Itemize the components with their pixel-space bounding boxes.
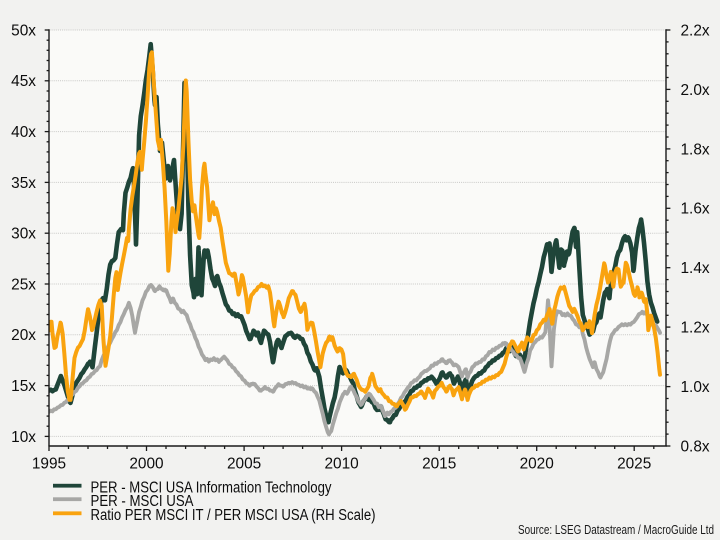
svg-text:15x: 15x bbox=[11, 378, 36, 395]
svg-text:Ratio PER MSCI IT / PER MSCI U: Ratio PER MSCI IT / PER MSCI USA (RH Sca… bbox=[91, 507, 376, 524]
svg-text:1995: 1995 bbox=[32, 456, 66, 473]
svg-text:25x: 25x bbox=[11, 276, 36, 293]
svg-text:2.0x: 2.0x bbox=[681, 82, 710, 99]
svg-text:0.8x: 0.8x bbox=[681, 438, 710, 455]
svg-text:10x: 10x bbox=[11, 429, 36, 446]
svg-text:PER - MSCI USA Information Tec: PER - MSCI USA Information Technology bbox=[91, 480, 332, 497]
svg-text:2000: 2000 bbox=[129, 456, 163, 473]
svg-text:30x: 30x bbox=[11, 226, 36, 243]
svg-text:40x: 40x bbox=[11, 124, 36, 141]
svg-text:2005: 2005 bbox=[227, 456, 261, 473]
svg-text:1.8x: 1.8x bbox=[681, 141, 710, 158]
svg-text:PER - MSCI USA: PER - MSCI USA bbox=[91, 493, 195, 510]
svg-text:Source: LSEG Datastream / Macr: Source: LSEG Datastream / MacroGuide Ltd bbox=[518, 523, 714, 537]
svg-text:1.6x: 1.6x bbox=[681, 201, 710, 218]
svg-text:50x: 50x bbox=[11, 22, 36, 39]
svg-text:2010: 2010 bbox=[324, 456, 358, 473]
svg-text:1.0x: 1.0x bbox=[681, 379, 710, 396]
svg-text:35x: 35x bbox=[11, 175, 36, 192]
svg-text:1.4x: 1.4x bbox=[681, 260, 710, 277]
svg-text:2.2x: 2.2x bbox=[681, 22, 710, 39]
svg-text:20x: 20x bbox=[11, 327, 36, 344]
svg-text:2025: 2025 bbox=[617, 456, 651, 473]
svg-text:2015: 2015 bbox=[422, 456, 456, 473]
svg-text:2020: 2020 bbox=[520, 456, 554, 473]
svg-text:45x: 45x bbox=[11, 73, 36, 90]
svg-text:1.2x: 1.2x bbox=[681, 320, 710, 337]
